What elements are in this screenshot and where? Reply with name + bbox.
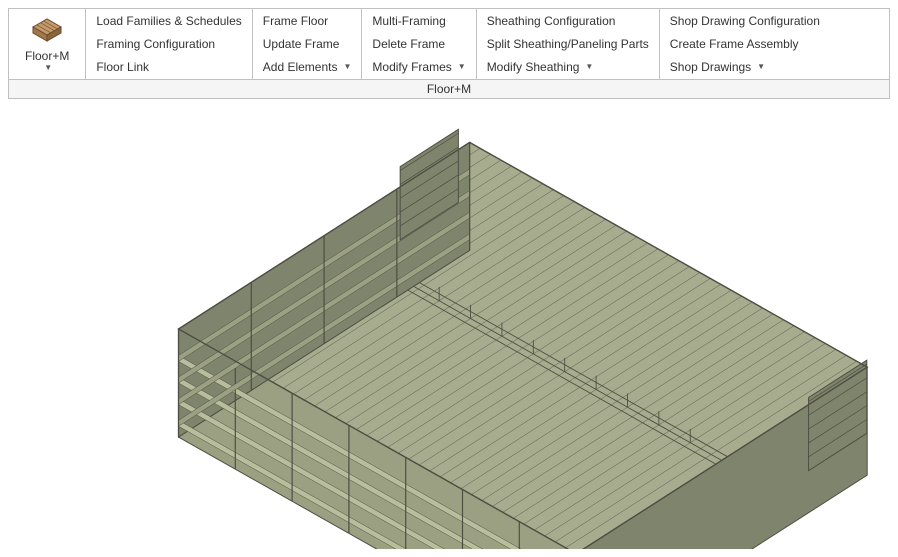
ribbon-group-1: Frame Floor Update Frame Add Elements ▼ — [253, 9, 363, 79]
ribbon-item-label: Load Families & Schedules — [96, 13, 241, 30]
ribbon-item-label: Frame Floor — [263, 13, 328, 30]
chevron-down-icon: ▼ — [44, 63, 52, 72]
ribbon-item-load-families-schedules[interactable]: Load Families & Schedules — [96, 13, 241, 30]
ribbon-item-label: Floor Link — [96, 59, 149, 76]
ribbon-item-split-sheathing-paneling-parts[interactable]: Split Sheathing/Paneling Parts — [487, 36, 649, 53]
ribbon-item-label: Modify Frames — [372, 59, 451, 76]
ribbon-item-label: Split Sheathing/Paneling Parts — [487, 36, 649, 53]
ribbon-item-framing-configuration[interactable]: Framing Configuration — [96, 36, 241, 53]
ribbon-item-label: Shop Drawing Configuration — [670, 13, 820, 30]
ribbon-toolbar: Floor+M ▼ Load Families & Schedules Frami… — [8, 8, 890, 99]
model-viewport[interactable] — [8, 109, 890, 549]
ribbon-item-label: Framing Configuration — [96, 36, 215, 53]
chevron-down-icon: ▼ — [585, 61, 593, 72]
chevron-down-icon: ▼ — [757, 61, 765, 72]
ribbon-group-main: Floor+M ▼ — [9, 9, 86, 79]
ribbon-item-label: Delete Frame — [372, 36, 445, 53]
ribbon-item-modify-sheathing[interactable]: Modify Sheathing ▼ — [487, 59, 649, 76]
ribbon-item-label: Create Frame Assembly — [670, 36, 799, 53]
chevron-down-icon: ▼ — [343, 61, 351, 72]
floor-frame-model — [8, 109, 890, 549]
floor-m-label: Floor+M — [25, 49, 69, 63]
ribbon-item-label: Multi-Framing — [372, 13, 445, 30]
ribbon-groups-row: Floor+M ▼ Load Families & Schedules Frami… — [9, 9, 889, 79]
ribbon-item-label: Update Frame — [263, 36, 340, 53]
ribbon-item-label: Add Elements — [263, 59, 338, 76]
ribbon-group-4: Shop Drawing Configuration Create Frame A… — [660, 9, 830, 79]
ribbon-item-label: Shop Drawings — [670, 59, 751, 76]
ribbon-group-3: Sheathing Configuration Split Sheathing/P… — [477, 9, 660, 79]
ribbon-item-multi-framing[interactable]: Multi-Framing — [372, 13, 465, 30]
ribbon-item-floor-link[interactable]: Floor Link — [96, 59, 241, 76]
ribbon-item-create-frame-assembly[interactable]: Create Frame Assembly — [670, 36, 820, 53]
floor-m-button[interactable]: Floor+M ▼ — [19, 13, 75, 74]
ribbon-item-shop-drawings[interactable]: Shop Drawings ▼ — [670, 59, 820, 76]
ribbon-item-sheathing-configuration[interactable]: Sheathing Configuration — [487, 13, 649, 30]
ribbon-item-delete-frame[interactable]: Delete Frame — [372, 36, 465, 53]
ribbon-item-shop-drawing-configuration[interactable]: Shop Drawing Configuration — [670, 13, 820, 30]
ribbon-title: Floor+M — [9, 79, 889, 98]
ribbon-item-label: Sheathing Configuration — [487, 13, 616, 30]
ribbon-item-frame-floor[interactable]: Frame Floor — [263, 13, 352, 30]
ribbon-group-0: Load Families & Schedules Framing Configu… — [86, 9, 252, 79]
ribbon-item-add-elements[interactable]: Add Elements ▼ — [263, 59, 352, 76]
ribbon-item-label: Modify Sheathing — [487, 59, 580, 76]
chevron-down-icon: ▼ — [458, 61, 466, 72]
ribbon-item-update-frame[interactable]: Update Frame — [263, 36, 352, 53]
ribbon-group-2: Multi-Framing Delete Frame Modify Frames ▼ — [362, 9, 476, 79]
ribbon-item-modify-frames[interactable]: Modify Frames ▼ — [372, 59, 465, 76]
floor-panel-icon — [31, 15, 63, 47]
